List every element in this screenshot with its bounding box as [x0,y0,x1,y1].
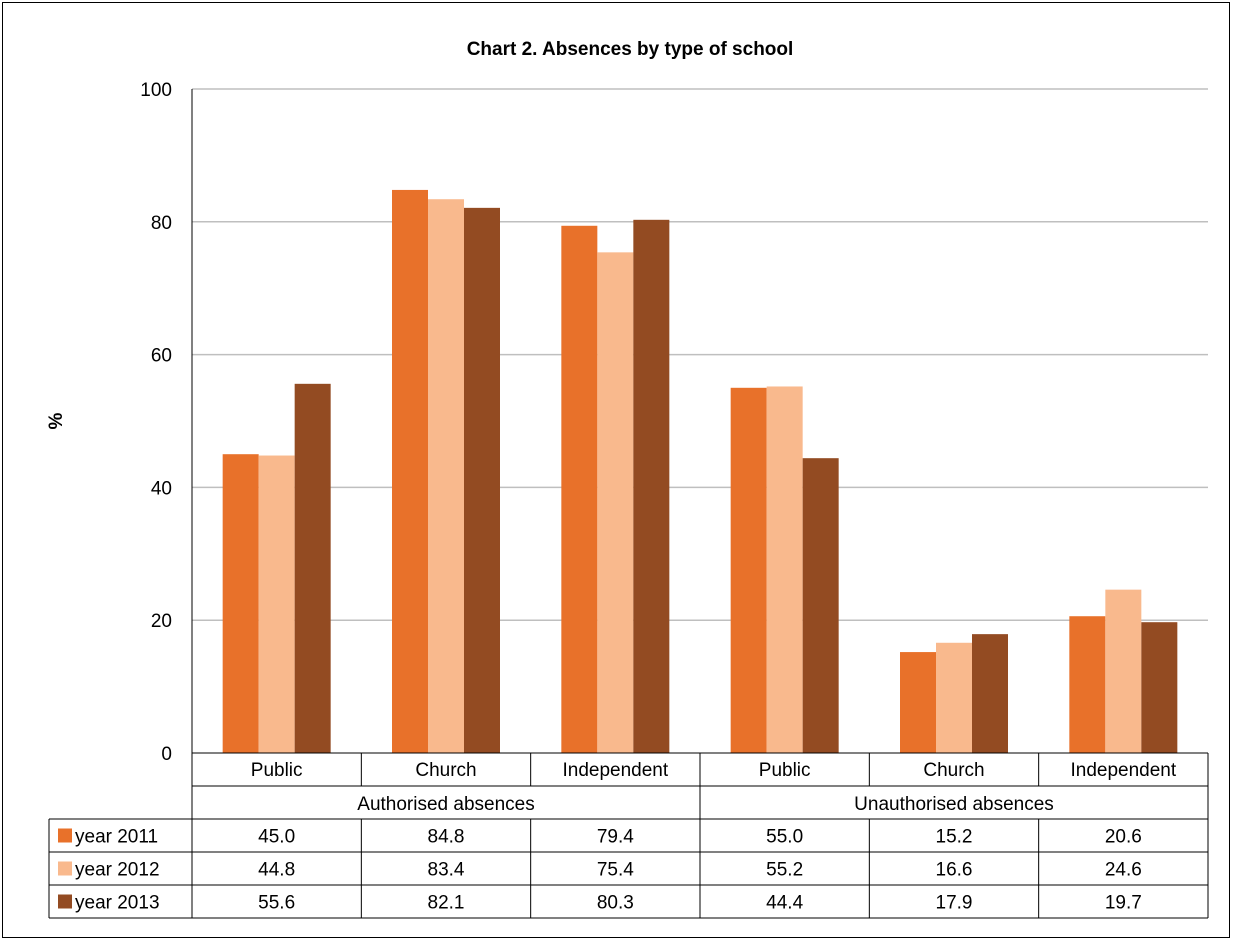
bar-year-2013-3 [802,458,839,753]
data-label: 55.2 [766,860,803,881]
category-label: Public [251,760,303,781]
data-label: 44.8 [258,860,295,881]
bar-year-2011-5 [1069,616,1106,753]
data-label: 55.6 [258,893,295,914]
data-label: 84.8 [428,827,465,848]
bar-year-2011-3 [730,387,767,753]
data-label: 80.3 [597,893,634,914]
bar-year-2013-4 [972,634,1008,753]
data-label: 20.6 [1105,827,1142,848]
category-label: Church [923,760,984,781]
category-label: Public [759,760,811,781]
data-label: 15.2 [936,827,973,848]
group-label: Unauthorised absences [854,794,1054,815]
legend-label: year 2011 [75,827,158,848]
data-label: 55.0 [766,827,803,848]
y-tick-label: 60 [151,346,172,367]
data-table: Public Church Independent Public Church Indep… [48,752,1209,919]
data-label: 44.4 [766,893,803,914]
legend-label: year 2012 [75,860,160,881]
y-axis-label: % [46,412,67,429]
legend-label: year 2013 [75,893,160,914]
data-label: 17.9 [936,893,973,914]
data-label: 19.7 [1105,893,1142,914]
chart-title: Chart 2. Absences by type of school [467,39,794,60]
data-label: 24.6 [1105,860,1142,881]
bar-year-2012-2 [597,252,634,753]
y-tick-label: 80 [151,213,172,234]
bar-year-2011-2 [561,225,598,753]
data-label: 82.1 [428,893,465,914]
bar-year-2013-2 [633,219,670,754]
bar-year-2012-5 [1105,589,1142,753]
legend-swatch [58,894,72,909]
bar-year-2011-0 [222,454,259,753]
group-label: Authorised absences [357,794,534,815]
y-tick-labels: 0 20 40 60 80 100 [140,80,172,765]
data-label: 83.4 [428,860,465,881]
category-label: Independent [562,760,668,781]
bars [222,189,1178,754]
y-tick-label: 20 [151,611,172,632]
bar-year-2012-4 [936,642,972,753]
legend-swatch [58,828,72,843]
category-label: Church [415,760,476,781]
bar-year-2011-1 [392,189,428,754]
bar-year-2013-1 [464,207,500,753]
bar-year-2012-1 [428,199,464,753]
bar-year-2011-4 [900,652,936,753]
y-tick-label: 40 [151,478,172,499]
y-tick-label: 0 [161,744,172,765]
bar-year-2013-0 [294,383,331,753]
data-label: 75.4 [597,860,634,881]
data-label: 16.6 [936,860,973,881]
data-label: 45.0 [258,827,295,848]
bar-year-2012-3 [766,386,803,753]
bar-year-2012-0 [258,455,295,753]
data-label: 79.4 [597,827,634,848]
gridlines [191,88,1208,753]
y-tick-label: 100 [140,80,172,101]
legend-swatch [58,861,72,876]
bar-year-2013-5 [1141,622,1178,753]
category-label: Independent [1070,760,1176,781]
